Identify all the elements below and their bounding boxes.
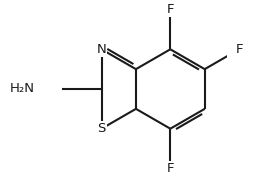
Text: N: N xyxy=(97,43,106,56)
Text: S: S xyxy=(97,122,106,135)
Text: H₂N: H₂N xyxy=(10,82,35,96)
Text: F: F xyxy=(167,162,174,175)
Text: F: F xyxy=(167,3,174,16)
Text: F: F xyxy=(235,43,243,56)
